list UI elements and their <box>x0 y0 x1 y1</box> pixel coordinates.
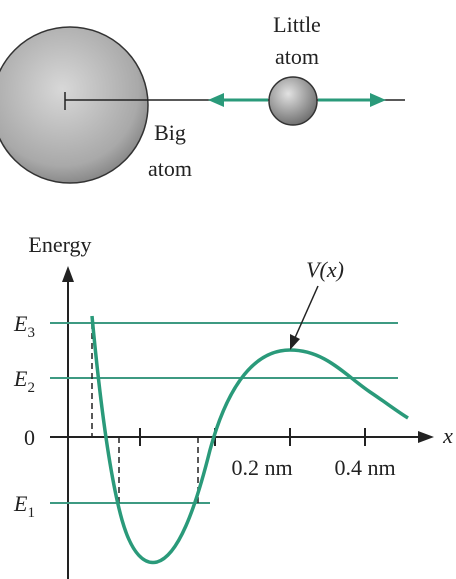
big-atom-label: Big <box>154 120 186 145</box>
turning-points <box>91 323 199 503</box>
y-axis-label: Energy <box>28 232 91 257</box>
potential-curve <box>90 315 409 565</box>
level-label: E1 <box>13 491 35 521</box>
level-symbol: E <box>13 311 28 336</box>
arrow-left-head <box>208 93 224 107</box>
big-atom-label: atom <box>148 156 192 181</box>
x-tick-label: 0.2 nm <box>231 455 292 480</box>
level-label: 0 <box>24 425 35 450</box>
level-symbol: 0 <box>24 425 35 450</box>
curve-label: V(x) <box>306 257 344 282</box>
x-ticks <box>139 428 366 446</box>
level-label: E3 <box>13 311 35 341</box>
little-atom-label: Little <box>273 12 321 37</box>
level-subscript: 1 <box>27 505 35 521</box>
curve-pointer <box>293 285 319 341</box>
big-atom <box>0 26 149 184</box>
level-subscript: 2 <box>27 380 35 396</box>
x-axis-arrow <box>418 431 434 443</box>
level-symbol: E <box>13 491 28 516</box>
little-atom-label: atom <box>275 44 319 69</box>
level-label: E2 <box>13 366 35 396</box>
level-symbol: E <box>13 366 28 391</box>
x-tick-label: 0.4 nm <box>334 455 395 480</box>
y-axis-arrow <box>62 266 74 282</box>
level-subscript: 3 <box>27 325 35 341</box>
curve-pointer-head <box>290 334 300 350</box>
little-atom <box>268 76 318 126</box>
x-axis-label: x <box>442 423 453 448</box>
arrow-right-head <box>370 93 386 107</box>
